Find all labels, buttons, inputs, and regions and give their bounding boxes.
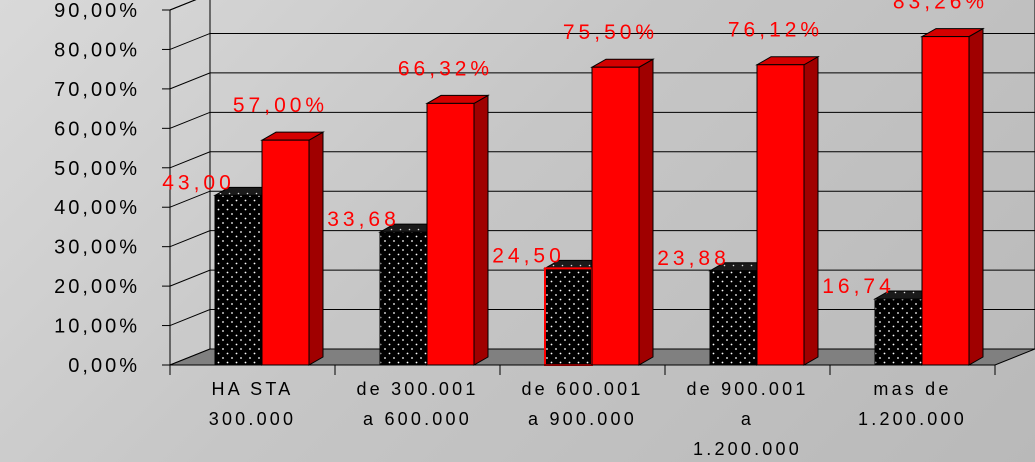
data-label: 75,50% (563, 21, 658, 44)
x-tick-label: 1.200.000 (693, 439, 802, 459)
bar-side (968, 27, 984, 366)
x-tick-label: de 900.001 (686, 379, 808, 399)
y-tick-label: 60,00% (54, 118, 140, 140)
data-label: 16,74 (822, 275, 895, 298)
x-tick-label: de 600.001 (521, 379, 643, 399)
data-label: 24,50 (492, 244, 565, 267)
bar (426, 102, 475, 366)
y-tick-label: 0,00% (68, 355, 140, 377)
bar (591, 66, 640, 366)
y-tick-label: 90,00% (54, 0, 140, 22)
x-tick-label: a (741, 409, 754, 429)
data-label: 66,32% (398, 57, 493, 80)
bar-side (803, 55, 819, 366)
data-labels: 43,00 57,00% 33,68 66,32% 24,50 75,50% 23,88 76… (162, 0, 988, 298)
bars (213, 27, 985, 366)
bar-side (638, 58, 654, 366)
x-tick-label: 300.000 (209, 409, 296, 429)
bar-side (308, 131, 324, 366)
bar (214, 194, 263, 366)
x-tick-label: de 300.001 (356, 379, 478, 399)
data-label: 57,00% (233, 94, 328, 117)
data-label: 76,12% (728, 19, 823, 42)
y-tick-label: 40,00% (54, 197, 140, 219)
bar (756, 64, 805, 366)
x-tick-label: mas de (873, 379, 951, 399)
y-tick-label: 50,00% (54, 158, 140, 180)
y-tick-label: 80,00% (54, 39, 140, 61)
axes: 0,00% 10,00% 20,00% 30,00% 40,00% 50,00% 60,00… (54, 0, 996, 459)
bar (379, 231, 428, 366)
bar-side (473, 94, 489, 366)
y-tick-label: 30,00% (54, 237, 140, 259)
bar (544, 267, 593, 366)
data-label: 33,68 (327, 208, 400, 231)
y-tick-label: 70,00% (54, 79, 140, 101)
data-label: 23,88 (657, 247, 730, 270)
x-tick-label: a 600.000 (363, 409, 472, 429)
y-tick-label: 20,00% (54, 276, 140, 298)
gridline (169, 0, 197, 11)
x-tick-label: a 900.000 (528, 409, 637, 429)
bar (709, 270, 758, 366)
x-tick-label: 1.200.000 (858, 409, 967, 429)
data-label: 83,26% (893, 0, 988, 14)
x-tick-label: HA STA (212, 379, 294, 399)
bar (874, 298, 923, 366)
gridline (169, 32, 1035, 50)
bar (261, 139, 310, 366)
data-label: 43,00 (162, 171, 235, 194)
y-tick-label: 10,00% (54, 316, 140, 338)
bar (921, 36, 970, 366)
